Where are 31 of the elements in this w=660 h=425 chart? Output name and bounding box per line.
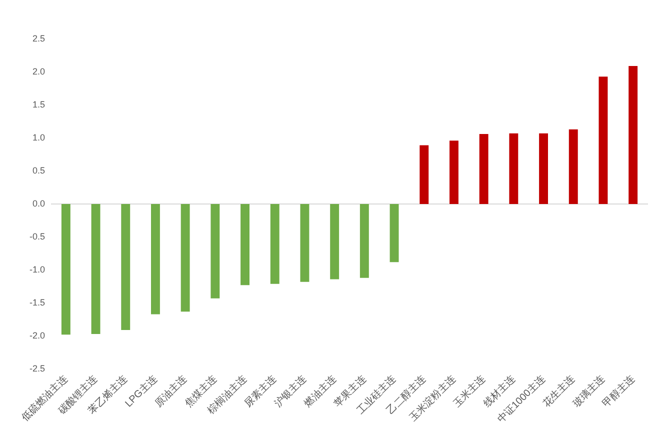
y-tick-label: 1.5 <box>32 99 45 110</box>
y-tick-label: 0.5 <box>32 165 45 176</box>
bar <box>390 204 399 262</box>
y-tick-label: -2.0 <box>29 330 45 340</box>
bar <box>598 76 608 204</box>
bar <box>450 140 458 204</box>
bar <box>509 133 518 204</box>
y-tick-label: -0.5 <box>29 231 45 242</box>
bar <box>420 145 429 204</box>
bar <box>61 204 70 335</box>
y-tick-label: -1.0 <box>29 264 45 274</box>
y-tick-label: -1.5 <box>29 297 45 308</box>
bar <box>270 204 280 284</box>
bar <box>151 204 160 314</box>
y-tick-label: 0.0 <box>32 198 45 208</box>
y-tick-label: 2.0 <box>32 66 45 76</box>
bar <box>300 204 310 282</box>
bar <box>210 204 220 298</box>
bar <box>330 204 340 280</box>
bar <box>539 133 548 204</box>
bar <box>360 204 369 278</box>
bar <box>628 66 638 204</box>
bar <box>479 134 488 204</box>
bar <box>568 129 578 204</box>
bar <box>91 204 100 334</box>
y-tick-label: 2.5 <box>32 33 45 44</box>
bar <box>240 204 250 286</box>
bar <box>180 204 190 312</box>
y-tick-label: 1.0 <box>32 132 45 142</box>
bar <box>121 204 130 330</box>
y-tick-label: -2.5 <box>29 363 45 374</box>
